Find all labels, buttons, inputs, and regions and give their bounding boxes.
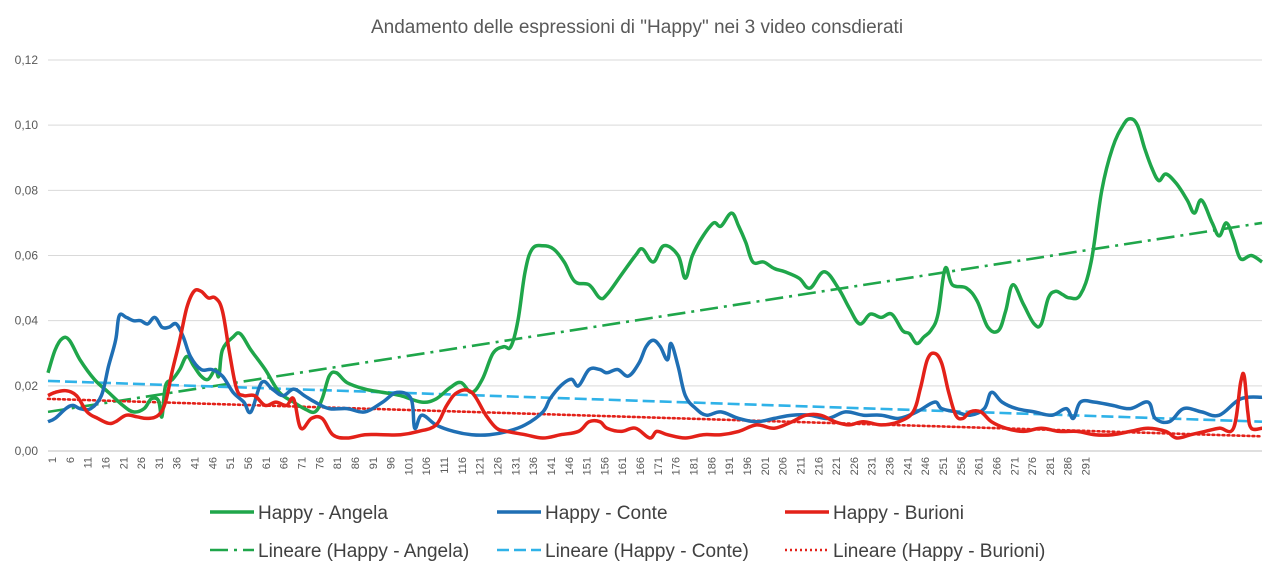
x-tick-label: 86 [350,457,362,469]
x-tick-label: 126 [493,457,505,475]
x-tick-label: 146 [564,457,576,475]
y-tick-label: 0,12 [15,53,39,67]
x-tick-label: 36 [172,457,184,469]
x-tick-label: 141 [546,457,558,475]
x-tick-label: 46 [207,457,219,469]
trendline-happy-conte [47,379,1263,423]
x-tick-label: 211 [795,457,807,475]
x-tick-label: 21 [118,457,130,469]
trendline-happy-angela [47,221,1263,414]
x-tick-label: 161 [617,457,629,475]
x-tick-label: 271 [1009,457,1021,475]
x-tick-label: 186 [706,457,718,475]
x-tick-label: 291 [1081,457,1093,475]
x-tick-label: 206 [778,457,790,475]
gridlines [48,59,1262,387]
chart-title: Andamento delle espressioni di "Happy" n… [371,17,903,38]
x-tick-label: 1 [47,457,59,463]
legend-label: Happy - Angela [258,503,388,524]
x-tick-label: 131 [510,457,522,475]
x-tick-label: 191 [724,457,736,475]
x-tick-label: 281 [1045,457,1057,475]
y-tick-label: 0,06 [15,249,39,263]
y-tick-label: 0,04 [15,314,39,328]
y-tick-label: 0,08 [15,183,39,197]
x-tick-label: 11 [83,457,95,468]
x-tick-label: 261 [974,457,986,475]
y-axis-ticks: 0,00 0,02 0,04 0,06 0,08 0,10 0,12 [15,53,39,458]
x-tick-label: 246 [920,457,932,475]
x-axis: 1 6 11 16 21 26 31 36 41 46 51 56 61 66 71 76 81 86 91 96 10… [47,450,1262,475]
x-tick-label: 101 [403,457,415,475]
x-tick-label: 6 [65,457,77,463]
y-tick-label: 0,10 [15,118,39,132]
x-tick-label: 66 [279,457,291,469]
x-tick-label: 266 [991,457,1003,475]
legend-label: Happy - Burioni [833,503,964,524]
legend-label: Lineare (Happy - Burioni) [833,541,1045,562]
x-tick-label: 81 [332,457,344,469]
x-tick-label: 176 [671,457,683,475]
x-tick-label: 106 [421,457,433,475]
x-tick-label: 136 [528,457,540,475]
x-tick-label: 151 [582,457,594,475]
y-tick-label: 0,02 [15,379,39,393]
legend-label: Lineare (Happy - Conte) [545,541,749,562]
x-tick-label: 96 [386,457,398,469]
series-group [46,116,1264,440]
x-tick-label: 76 [314,457,326,469]
x-tick-label: 51 [225,457,237,469]
x-tick-label: 226 [849,457,861,475]
x-tick-label: 56 [243,457,255,469]
x-tick-label: 31 [154,457,166,469]
x-tick-label: 196 [742,457,754,475]
x-tick-label: 41 [190,457,202,469]
x-tick-label: 61 [261,457,273,469]
y-tick-label: 0,00 [15,444,39,458]
x-tick-label: 116 [457,457,469,475]
legend-label: Lineare (Happy - Angela) [258,541,469,562]
x-tick-label: 201 [760,457,772,475]
x-tick-label: 91 [368,457,380,469]
x-tick-label: 171 [653,457,665,475]
x-tick-label: 221 [831,457,843,475]
x-tick-label: 216 [813,457,825,475]
x-tick-label: 286 [1063,457,1075,475]
x-tick-label: 26 [136,457,148,469]
x-tick-label: 251 [938,457,950,475]
legend: Happy - Angela Happy - Conte Happy - Burio… [210,503,1045,562]
x-tick-label: 181 [689,457,701,475]
series-happy-conte [47,312,1263,437]
x-tick-label: 231 [867,457,879,475]
x-tick-label: 71 [296,457,308,469]
series-happy-burioni [47,287,1263,440]
x-tick-label: 256 [956,457,968,475]
x-tick-label: 121 [475,457,487,475]
x-tick-label: 111 [439,457,451,474]
x-tick-label: 236 [885,457,897,475]
x-tick-label: 276 [1027,457,1039,475]
x-tick-label: 241 [902,457,914,475]
series-happy-angela [46,116,1264,419]
x-tick-label: 16 [100,457,112,469]
x-tick-label: 166 [635,457,647,475]
legend-label: Happy - Conte [545,503,668,524]
x-tick-label: 156 [599,457,611,475]
